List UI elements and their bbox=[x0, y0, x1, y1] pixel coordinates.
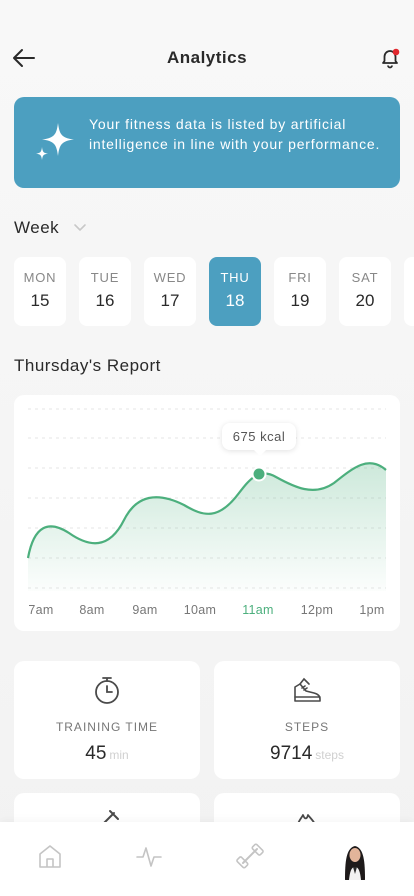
chevron-down-icon bbox=[74, 224, 86, 232]
day-tue[interactable]: TUE 16 bbox=[79, 257, 131, 326]
day-name: WED bbox=[153, 270, 187, 285]
day-next-partial[interactable] bbox=[404, 257, 414, 326]
x-tick-label: 9am bbox=[132, 603, 158, 617]
stat-unit: steps bbox=[315, 748, 344, 762]
day-name: FRI bbox=[288, 270, 312, 285]
x-tick-label: 10am bbox=[183, 603, 217, 617]
chart-svg bbox=[26, 408, 387, 591]
bottom-navigation bbox=[0, 822, 414, 896]
day-wed[interactable]: WED 17 bbox=[144, 257, 196, 326]
x-tick-label: 12pm bbox=[300, 603, 334, 617]
steps-card[interactable]: STEPS 9714 steps bbox=[214, 661, 400, 779]
x-tick-label: 7am bbox=[28, 603, 54, 617]
stat-label: STEPS bbox=[284, 720, 330, 734]
chart-area bbox=[28, 463, 386, 591]
shoe-icon bbox=[292, 675, 322, 705]
home-icon[interactable] bbox=[36, 842, 64, 870]
stat-value-row: 9714 steps bbox=[214, 743, 400, 765]
stat-value: 9714 bbox=[270, 743, 313, 764]
x-tick-label-active: 11am bbox=[242, 603, 274, 617]
stat-unit: min bbox=[109, 748, 129, 762]
sparkle-icon bbox=[34, 121, 78, 165]
stat-label: TRAINING TIME bbox=[55, 720, 159, 734]
day-date: 18 bbox=[225, 291, 245, 310]
day-fri[interactable]: FRI 19 bbox=[274, 257, 326, 326]
training-time-card[interactable]: TRAINING TIME 45 min bbox=[14, 661, 200, 779]
header: Analytics bbox=[0, 40, 414, 76]
week-label: Week bbox=[14, 218, 60, 237]
day-selector: MON 15 TUE 16 WED 17 THU 18 FRI 19 SAT 2… bbox=[14, 257, 414, 327]
stat-value: 45 bbox=[85, 743, 107, 764]
day-name: TUE bbox=[90, 270, 120, 285]
day-thu[interactable]: THU 18 bbox=[209, 257, 261, 326]
day-name: MON bbox=[23, 270, 57, 285]
day-date: 15 bbox=[30, 291, 50, 310]
page-title: Analytics bbox=[166, 48, 248, 67]
chart-highlight-point[interactable] bbox=[251, 466, 267, 482]
day-date: 20 bbox=[355, 291, 375, 310]
week-selector[interactable]: Week bbox=[14, 218, 87, 238]
avatar[interactable] bbox=[340, 840, 370, 880]
day-mon[interactable]: MON 15 bbox=[14, 257, 66, 326]
activity-icon[interactable] bbox=[135, 842, 163, 870]
report-title: Thursday's Report bbox=[14, 356, 161, 375]
ai-insight-banner: Your fitness data is listed by artificia… bbox=[14, 97, 400, 188]
day-date: 19 bbox=[290, 291, 310, 310]
chart-tooltip: 675 kcal bbox=[222, 423, 296, 456]
ai-banner-text: Your fitness data is listed by artificia… bbox=[89, 116, 381, 152]
stat-value-row: 45 min bbox=[14, 743, 200, 765]
calorie-chart bbox=[14, 395, 400, 631]
x-tick-label: 8am bbox=[79, 603, 105, 617]
day-name: SAT bbox=[351, 270, 379, 285]
day-name: THU bbox=[220, 270, 250, 285]
day-sat[interactable]: SAT 20 bbox=[339, 257, 391, 326]
day-date: 17 bbox=[160, 291, 180, 310]
chart-line bbox=[26, 462, 387, 559]
back-arrow-icon[interactable] bbox=[10, 44, 38, 72]
notification-bell-icon[interactable] bbox=[376, 44, 404, 72]
stopwatch-icon bbox=[92, 675, 122, 705]
x-tick-label: 1pm bbox=[359, 603, 385, 617]
day-date: 16 bbox=[95, 291, 115, 310]
dumbbell-nav-icon[interactable] bbox=[236, 842, 264, 870]
